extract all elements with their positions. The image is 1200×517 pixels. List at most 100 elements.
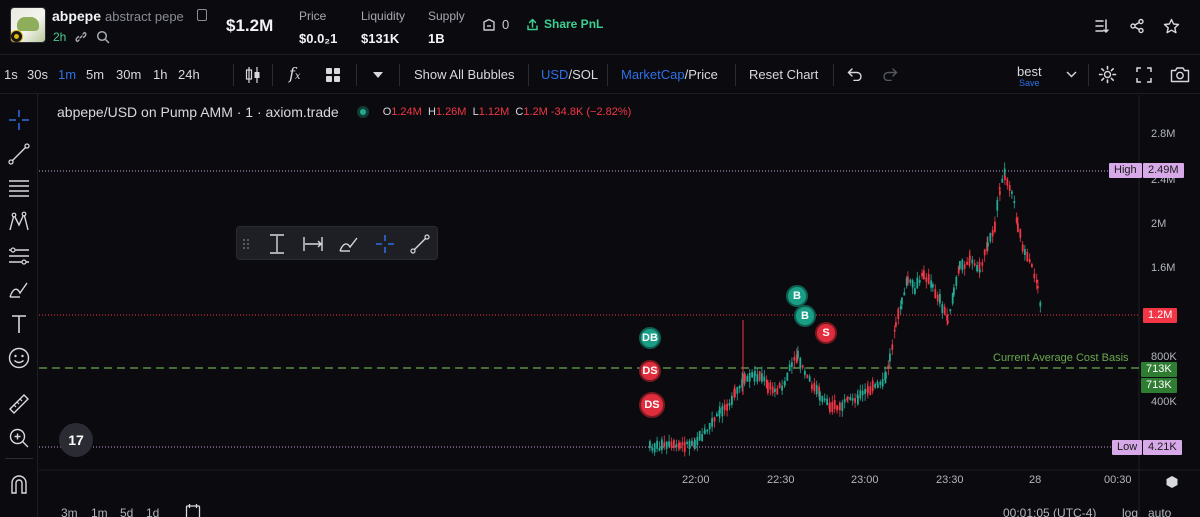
fib-retracement-icon[interactable] bbox=[7, 176, 31, 200]
resolution-1s[interactable]: 1s bbox=[4, 67, 18, 82]
indicators-fx-icon[interactable]: fx bbox=[289, 64, 301, 83]
floating-drawing-toolbar[interactable] bbox=[236, 226, 438, 260]
buy-bubble[interactable]: B bbox=[786, 285, 808, 307]
date-range-icon[interactable] bbox=[301, 232, 325, 256]
candle-body bbox=[943, 306, 946, 315]
copy-icon[interactable] bbox=[197, 9, 207, 21]
candle-body bbox=[653, 443, 656, 453]
candlestick-type-icon[interactable] bbox=[244, 66, 262, 84]
candle-body bbox=[691, 440, 693, 446]
camera-icon[interactable] bbox=[1170, 66, 1190, 83]
text-tool-icon[interactable] bbox=[7, 312, 31, 336]
currency-sol: /SOL bbox=[568, 67, 599, 82]
calendar-icon[interactable] bbox=[185, 503, 201, 517]
price-chart[interactable]: abpepe/USD on Pump AMM · 1 · axiom.trade… bbox=[39, 95, 1200, 517]
frog-image bbox=[17, 17, 39, 31]
resolution-5m[interactable]: 5m bbox=[86, 67, 105, 82]
candle-body bbox=[771, 386, 774, 394]
trend-line-tool-icon[interactable] bbox=[408, 232, 432, 256]
range-1d[interactable]: 1d bbox=[146, 506, 160, 517]
x-tick-label: 22:30 bbox=[767, 474, 795, 486]
supply-stat: Supply 1B bbox=[428, 9, 465, 46]
resolution-30s[interactable]: 30s bbox=[27, 67, 48, 82]
emoji-icon[interactable] bbox=[7, 346, 31, 370]
list-filter-icon[interactable] bbox=[1094, 18, 1110, 34]
resolution-1m[interactable]: 1m bbox=[58, 67, 77, 82]
range-1m[interactable]: 1m bbox=[91, 506, 108, 517]
zoom-in-icon[interactable] bbox=[7, 426, 31, 450]
gear-icon[interactable] bbox=[1098, 65, 1117, 84]
caret-down-icon[interactable] bbox=[372, 71, 384, 79]
fullscreen-icon[interactable] bbox=[1136, 67, 1152, 83]
low-label-tag: Low bbox=[1112, 440, 1143, 455]
layout-save[interactable]: Save bbox=[1019, 78, 1040, 88]
candle-body bbox=[799, 357, 802, 369]
brush-icon[interactable] bbox=[7, 278, 31, 302]
token-avatar[interactable] bbox=[10, 7, 46, 43]
star-icon[interactable] bbox=[1163, 18, 1180, 35]
magnet-icon[interactable] bbox=[7, 472, 31, 496]
undo-icon[interactable] bbox=[847, 67, 863, 81]
chart-legend: abpepe/USD on Pump AMM · 1 · axiom.trade… bbox=[57, 104, 631, 120]
ohlc-open: 1.24M bbox=[391, 106, 422, 118]
gas-indicator[interactable]: 0 bbox=[482, 17, 509, 32]
dev-buy-bubble[interactable]: DB bbox=[639, 327, 661, 349]
candle-body bbox=[778, 383, 781, 389]
ruler-icon[interactable] bbox=[7, 392, 31, 416]
layout-grid-icon[interactable] bbox=[325, 67, 341, 83]
dev-sell-bubble[interactable]: DS bbox=[639, 360, 661, 382]
crosshair-icon[interactable] bbox=[7, 108, 31, 132]
tradingview-logo[interactable]: 17 bbox=[59, 423, 93, 457]
log-scale-toggle[interactable]: log bbox=[1122, 506, 1139, 517]
candle-body bbox=[1004, 175, 1006, 180]
candle-body bbox=[677, 443, 680, 449]
sell-bubble[interactable]: S bbox=[815, 322, 837, 344]
buy-bubble[interactable]: B bbox=[794, 305, 816, 327]
candle-body bbox=[921, 272, 923, 277]
candle-body bbox=[818, 386, 820, 397]
resolution-24h[interactable]: 24h bbox=[178, 67, 200, 82]
metric-toggle[interactable]: MarketCap/Price bbox=[621, 67, 718, 82]
dev-sell-bubble[interactable]: DS bbox=[639, 392, 665, 418]
search-icon[interactable] bbox=[96, 30, 110, 44]
toolbar-divider bbox=[607, 64, 608, 86]
candle-body bbox=[683, 441, 686, 453]
trend-line-icon[interactable] bbox=[7, 142, 31, 166]
candle-body bbox=[934, 289, 937, 299]
pattern-icon[interactable] bbox=[7, 210, 31, 234]
range-3m[interactable]: 3m bbox=[61, 506, 78, 517]
currency-toggle[interactable]: USD/SOL bbox=[541, 67, 598, 82]
auto-scale-toggle[interactable]: auto bbox=[1148, 506, 1172, 517]
ohlc-change: -34.8K (−2.82%) bbox=[550, 106, 632, 118]
link-icon[interactable] bbox=[74, 30, 88, 44]
candle-body bbox=[665, 441, 668, 449]
price-range-icon[interactable] bbox=[265, 232, 289, 256]
reset-chart-button[interactable]: Reset Chart bbox=[749, 67, 819, 82]
candle-body bbox=[701, 434, 703, 441]
brush-tool-icon[interactable] bbox=[337, 232, 361, 256]
resolution-30m[interactable]: 30m bbox=[116, 67, 142, 82]
chart-plot[interactable] bbox=[39, 95, 1200, 517]
share-icon[interactable] bbox=[1129, 18, 1145, 34]
share-pnl-button[interactable]: Share PnL bbox=[526, 17, 603, 31]
candle-body bbox=[808, 376, 811, 382]
candle-body bbox=[1011, 191, 1013, 194]
candle-body bbox=[981, 262, 984, 266]
sidebar-divider bbox=[5, 458, 33, 459]
candle-body bbox=[681, 442, 684, 446]
clock-readout[interactable]: 00:01:05 (UTC-4) bbox=[1003, 506, 1097, 517]
candle-body bbox=[891, 344, 894, 351]
candle-body bbox=[829, 402, 831, 413]
range-5d[interactable]: 5d bbox=[120, 506, 134, 517]
crosshair-tool-icon[interactable] bbox=[373, 232, 397, 256]
candle-body bbox=[649, 441, 651, 449]
redo-icon[interactable] bbox=[882, 67, 898, 81]
toolbar-divider bbox=[356, 64, 357, 86]
drag-handle-icon[interactable] bbox=[241, 232, 251, 256]
layout-selector[interactable]: best Save bbox=[1017, 64, 1042, 88]
chevron-down-icon[interactable] bbox=[1066, 71, 1077, 78]
resolution-1h[interactable]: 1h bbox=[153, 67, 168, 82]
show-all-bubbles-button[interactable]: Show All Bubbles bbox=[414, 67, 515, 82]
forecast-icon[interactable] bbox=[7, 244, 31, 268]
hexagon-settings-icon[interactable] bbox=[1165, 475, 1179, 489]
